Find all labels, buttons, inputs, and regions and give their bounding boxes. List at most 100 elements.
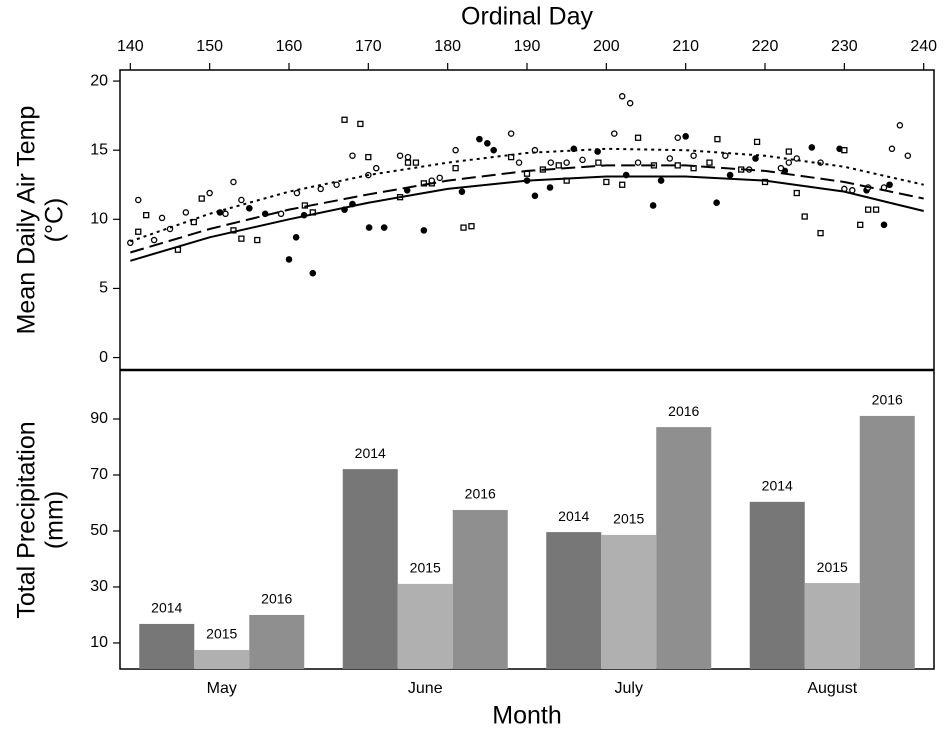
point [158,214,166,222]
point [706,159,713,166]
x-tick-label: 170 [355,38,382,55]
x-tick-label: 140 [117,38,144,55]
point [341,116,348,123]
point [490,146,497,154]
point [649,202,657,209]
y-tick-label: 50 [90,522,108,539]
point [292,233,300,241]
point [293,189,301,197]
x-tick-label: June [408,680,443,697]
point [618,93,626,100]
point [333,181,340,188]
point [888,145,896,153]
point [246,204,253,212]
point [726,171,734,179]
point [222,210,229,218]
point [714,135,721,143]
x-tick-label: August [807,680,857,697]
bar [194,649,250,669]
bar-label: 2015 [206,626,237,642]
point [452,165,459,172]
point [849,187,856,194]
point [682,133,689,140]
point [365,224,373,231]
point [404,153,412,161]
point [404,159,412,166]
bar [249,614,305,669]
x-tick-label: 240 [910,38,937,55]
point [238,235,245,242]
bar-label: 2016 [872,392,903,408]
y-tick-label: 5 [99,280,108,297]
y-tick-label: 10 [90,634,108,651]
point [190,218,197,226]
point [752,155,759,162]
point [285,256,293,263]
point [380,224,388,231]
fit-line [130,175,924,262]
point [261,210,269,218]
point [563,159,570,166]
point [657,177,665,184]
bar [397,583,453,669]
point [150,236,158,244]
bar [546,532,602,669]
x-tick-label: 190 [514,38,541,55]
point [198,195,205,202]
point [761,178,769,186]
point [841,147,848,154]
point [666,155,674,162]
point [611,130,618,137]
bar [656,427,712,669]
point [777,164,785,172]
y-tick-label: 15 [90,141,108,158]
x-axis-label: Ordinal Day [461,3,593,31]
point [785,148,792,155]
point [619,181,626,188]
point [595,159,602,166]
point [634,134,642,141]
point [634,159,642,166]
point [713,199,720,207]
point [468,223,475,230]
point [515,159,523,166]
point [808,144,816,151]
point [436,174,443,182]
point [135,228,142,235]
point [507,130,515,137]
x-axis-label: Month [492,702,561,730]
y-tick-label: 90 [90,410,108,427]
point [134,196,142,204]
point [886,181,893,189]
bar [342,469,398,669]
y-tick-label: 70 [90,466,108,483]
point [230,178,237,186]
point [857,221,864,228]
point [458,188,466,195]
point [365,153,372,161]
point [507,153,515,161]
point [309,269,317,277]
point [238,196,245,204]
point [872,206,880,213]
point [452,146,459,154]
bar [601,534,657,669]
point [801,213,808,220]
point [555,162,562,169]
point [349,152,356,159]
point [206,189,213,197]
point [690,152,697,159]
bar-label: 2014 [762,478,793,494]
point [904,152,912,159]
point [547,159,555,166]
point [865,206,872,213]
point [460,224,467,231]
bar-label: 2015 [410,560,441,576]
point [626,99,634,107]
y-axis-label: Total Precipitation [13,421,41,618]
point [357,120,364,128]
x-tick-label: May [207,680,237,697]
fit-line [130,164,924,254]
point [531,192,539,200]
